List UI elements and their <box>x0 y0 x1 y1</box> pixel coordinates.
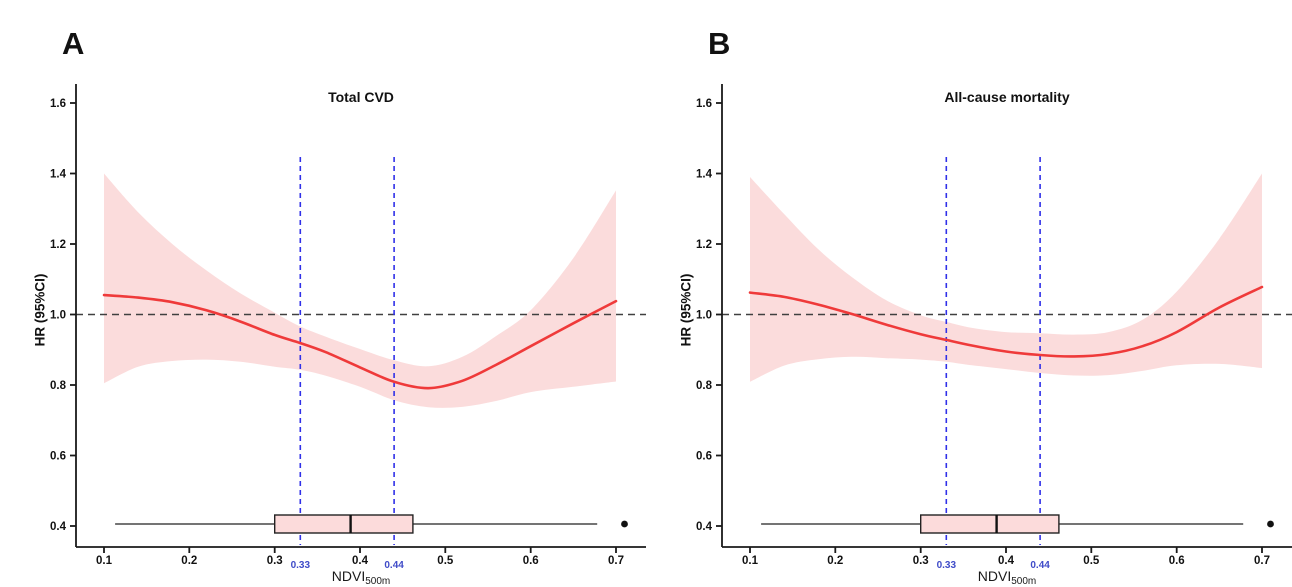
x-tick-label: 0.5 <box>437 555 454 567</box>
cutoff-label-0.44: 0.44 <box>384 560 404 571</box>
x-tick-label: 0.6 <box>1169 555 1185 567</box>
cutoff-label-0.44: 0.44 <box>1030 560 1050 571</box>
x-tick-label: 0.7 <box>1254 555 1270 567</box>
all-cause-mortality-plot: 0.33 0.44 0.4 0.6 0.8 1.0 1.2 1.4 1.6 0.1 0.2 0.3 0.… <box>696 84 1292 571</box>
y-tick-label: 1.2 <box>50 239 66 251</box>
x-axis-title-subscript: 500m <box>1011 576 1037 587</box>
y-tick-label: 0.4 <box>696 521 713 533</box>
x-axis-title-main: NDVI <box>331 568 366 584</box>
y-tick-label: 1.6 <box>50 98 66 110</box>
x-axis-title: NDVI500m <box>978 568 1036 587</box>
axes <box>721 84 1292 548</box>
x-tick-label: 0.1 <box>96 555 113 567</box>
x-tick-label: 0.3 <box>267 555 283 567</box>
y-tick-label: 0.6 <box>696 451 712 463</box>
x-tick-label: 0.1 <box>742 555 759 567</box>
x-tick-label: 0.5 <box>1083 555 1100 567</box>
boxplot-outlier <box>1267 520 1274 528</box>
hr-curve <box>102 293 618 390</box>
y-axis-title: HR (95%CI) <box>678 273 694 347</box>
ndvi-boxplot <box>761 514 1274 534</box>
y-tick-label: 0.4 <box>50 521 67 533</box>
ci-band <box>750 173 1262 382</box>
x-tick-label: 0.2 <box>181 555 197 567</box>
panel-all-cause-mortality: 0.33 0.44 0.4 0.6 0.8 1.0 1.2 1.4 1.6 0.1 0.2 0.3 0.… <box>646 0 1292 587</box>
ndvi-boxplot <box>115 514 628 534</box>
y-tick-label: 1.4 <box>50 169 67 181</box>
cutoff-label-0.33: 0.33 <box>291 560 311 571</box>
boxplot-outlier <box>621 520 628 528</box>
y-tick-label: 1.6 <box>696 98 712 110</box>
x-tick-label: 0.2 <box>827 555 843 567</box>
x-axis-title-main: NDVI <box>977 568 1012 584</box>
y-tick-label: 0.8 <box>50 380 67 392</box>
total-cvd-plot: 0.33 0.44 0.4 0.6 0.8 1.0 1.2 1.4 1.6 0.1 0.2 0.3 0.… <box>50 84 646 571</box>
y-axis-title: HR (95%CI) <box>32 273 48 347</box>
x-tick-label: 0.6 <box>523 555 539 567</box>
panel-title-total-cvd: Total CVD <box>328 89 394 105</box>
y-tick-label: 1.4 <box>696 169 713 181</box>
cutoff-label-0.33: 0.33 <box>937 560 957 571</box>
y-tick-label: 1.2 <box>696 239 712 251</box>
x-axis-title: NDVI500m <box>332 568 390 587</box>
panel-total-cvd: 0.33 0.44 0.4 0.6 0.8 1.0 1.2 1.4 1.6 0.1 0.2 0.3 0.… <box>32 26 646 587</box>
ci-band <box>104 173 616 408</box>
y-tick-label: 0.6 <box>50 451 66 463</box>
hr-curve <box>748 285 1264 358</box>
y-tick-label: 0.8 <box>696 380 713 392</box>
x-tick-label: 0.3 <box>913 555 929 567</box>
x-tick-label: 0.7 <box>608 555 624 567</box>
panel-label-b: B <box>708 26 731 61</box>
x-axis-title-subscript: 500m <box>365 576 391 587</box>
axes <box>75 84 646 548</box>
panel-label-a: A <box>62 26 85 61</box>
y-tick-label: 1.0 <box>696 310 712 322</box>
x-tick-label: 0.4 <box>352 555 369 567</box>
panel-title-all-cause-mortality: All-cause mortality <box>944 89 1070 105</box>
x-tick-label: 0.4 <box>998 555 1015 567</box>
y-tick-label: 1.0 <box>50 310 66 322</box>
